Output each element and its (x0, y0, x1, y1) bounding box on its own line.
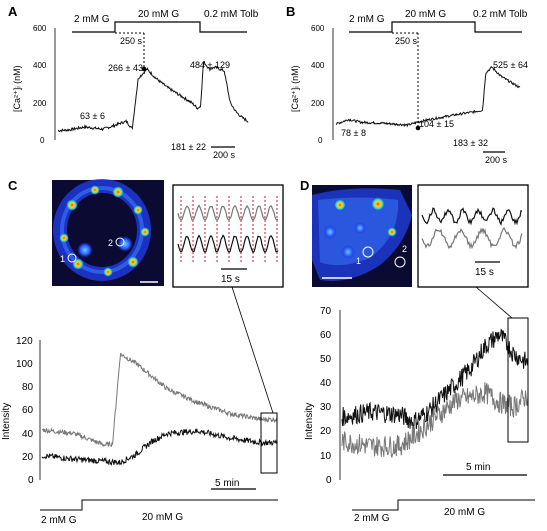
stim-label-tolb: 0.2 mM Tolb (473, 9, 528, 20)
stimulus-protocol-line (349, 21, 522, 33)
scale-bar-label: 200 s (213, 150, 236, 160)
stim-label-20mm: 20 mM G (138, 9, 179, 20)
panel-label: D (300, 178, 309, 193)
trace-b (335, 66, 521, 128)
inset-traces (421, 207, 523, 250)
delay-marker (415, 125, 421, 131)
stimulus-protocol-line (72, 21, 247, 33)
zoom-region-box (260, 412, 278, 474)
stim-label-tolb: 0.2 mM Tolb (204, 9, 259, 20)
inset-cell-gray (421, 226, 523, 250)
delay-marker (141, 66, 147, 72)
trace-b-line (335, 66, 521, 128)
stim-label-20mm: 20 mM G (142, 512, 183, 523)
ytick-20: 20 (320, 426, 332, 437)
annotation-rise: 104 ± 15 (419, 119, 454, 129)
inset-cell-black (421, 207, 523, 226)
annotation-baseline: 63 ± 6 (80, 111, 105, 121)
ytick-10: 10 (320, 451, 332, 462)
cell-2-marker (394, 256, 406, 268)
panel-label: B (286, 4, 295, 19)
delay-label: 250 s (120, 36, 143, 46)
ytick-100: 100 (16, 359, 33, 370)
cell-2-label: 2 (108, 238, 113, 248)
ytick-200: 200 (33, 99, 47, 108)
cell-1-marker (67, 253, 77, 263)
ytick-40: 40 (22, 429, 34, 440)
inset-scale-label: 15 s (221, 274, 240, 285)
delay-label: 250 s (395, 36, 418, 46)
panel-c: C 2 1 15 s (1, 178, 284, 526)
stim-label-2mm: 2 mM G (354, 513, 390, 524)
panel-label: C (8, 178, 18, 193)
trace-cell-black (341, 328, 529, 430)
cell-1-label: 1 (356, 256, 361, 266)
cell-2-marker (115, 237, 125, 247)
cell-1-marker (362, 246, 374, 258)
ytick-30: 30 (320, 402, 332, 413)
trace-cell-gray (341, 382, 529, 459)
trace-cell-black (41, 428, 278, 467)
inset-cell-black (177, 234, 279, 254)
inset-cell-gray (177, 204, 279, 222)
zoom-connector (231, 286, 274, 414)
y-axis-label: Intensity (1, 403, 12, 440)
annotation-baseline: 78 ± 8 (341, 128, 366, 138)
inset-traces (177, 196, 279, 262)
stim-label-20mm: 20 mM G (405, 9, 446, 20)
panel-b: B 2 mM G 20 mM G 0.2 mM Tolb 250 s 600 4… (286, 4, 528, 165)
annotation-tolb: 525 ± 64 (493, 60, 528, 70)
cell-2-label: 2 (402, 244, 407, 254)
panel-label: A (8, 4, 18, 19)
traces (41, 352, 278, 467)
traces (341, 328, 529, 459)
y-axis-label: [Ca²⁺]ᵢ (nM) (12, 65, 22, 112)
trace-a-line (57, 60, 249, 133)
stimulus-protocol-line (40, 499, 278, 511)
cell-1-label: 1 (60, 254, 65, 264)
annotation-plateau: 183 ± 32 (453, 138, 488, 148)
stim-label-2mm: 2 mM G (74, 14, 110, 25)
panel-a: A 2 mM G 20 mM G 0.2 mM Tolb 250 s 600 4… (8, 4, 259, 160)
islet-image: 2 1 (52, 179, 164, 286)
ytick-0: 0 (40, 136, 45, 145)
annotation-peak: 266 ± 43 (108, 63, 143, 73)
ytick-0: 0 (326, 475, 332, 486)
ytick-0: 0 (318, 136, 323, 145)
scale-bar-label: 5 min (466, 462, 490, 473)
zoom-region-box (507, 317, 529, 443)
ytick-60: 60 (22, 405, 34, 416)
ytick-600: 600 (311, 24, 325, 33)
scale-bar-label: 5 min (215, 478, 239, 489)
ytick-400: 400 (33, 61, 47, 70)
ytick-40: 40 (320, 378, 332, 389)
y-axis-label: Intensity (304, 403, 315, 440)
stim-label-2mm: 2 mM G (349, 14, 385, 25)
annotation-tolb: 484 ± 129 (190, 60, 230, 70)
islet-image: 1 2 (312, 185, 412, 287)
stimulus-protocol-line (352, 499, 535, 511)
ytick-0: 0 (28, 475, 34, 486)
trace-a (57, 60, 249, 133)
y-axis-label: [Ca²⁺]ᵢ (nM) (290, 65, 300, 112)
ytick-80: 80 (22, 382, 34, 393)
ytick-120: 120 (16, 336, 33, 347)
ytick-20: 20 (22, 452, 34, 463)
ytick-70: 70 (320, 306, 332, 317)
zoom-connector (475, 286, 513, 319)
annotation-plateau: 181 ± 22 (171, 142, 206, 152)
stim-label-20mm: 20 mM G (444, 507, 485, 518)
ytick-60: 60 (320, 330, 332, 341)
trace-cell-gray (41, 352, 278, 448)
panel-d: D 1 2 15 s 70 60 50 40 30 20 10 0 (300, 178, 535, 524)
ytick-400: 400 (311, 61, 325, 70)
ytick-600: 600 (33, 24, 47, 33)
ytick-200: 200 (311, 99, 325, 108)
stim-label-2mm: 2 mM G (41, 515, 77, 526)
inset-scale-label: 15 s (475, 267, 494, 278)
ytick-50: 50 (320, 354, 332, 365)
scale-bar-label: 200 s (485, 155, 508, 165)
zoom-inset-box (172, 184, 284, 288)
